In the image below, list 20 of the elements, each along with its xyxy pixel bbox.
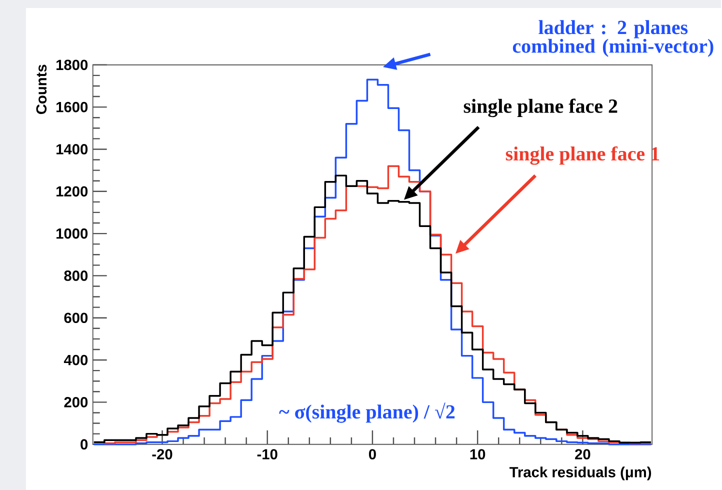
x-tick-label: 10 <box>470 448 486 460</box>
annotation: ~ σ(single plane) / √2 <box>279 402 455 423</box>
y-tick-label: 1800 <box>56 60 88 70</box>
y-tick-label: 0 <box>80 439 88 450</box>
text: single plane face 2 <box>464 98 618 117</box>
x-axis-title: Track residuals (μm) <box>510 466 652 480</box>
y-tick-label: 1400 <box>56 144 88 154</box>
x-tick-label: 20 <box>575 448 590 460</box>
y-tick-label: 600 <box>64 312 88 323</box>
x-tick-label: -20 <box>152 448 172 460</box>
text: ladder : 2 planes combined (mini-vector) <box>512 20 714 57</box>
x-tick-label: -10 <box>257 448 278 460</box>
y-tick-label: 200 <box>64 396 88 408</box>
y-tick-label: 400 <box>64 354 88 366</box>
y-axis-title: Counts <box>36 64 47 114</box>
y-tick-label: 800 <box>64 270 88 281</box>
y-tick-label: 1200 <box>56 186 88 196</box>
y-tick-label: 1000 <box>56 228 88 239</box>
y-tick-label: 1600 <box>56 102 88 112</box>
x-tick-label: 0 <box>368 448 376 460</box>
